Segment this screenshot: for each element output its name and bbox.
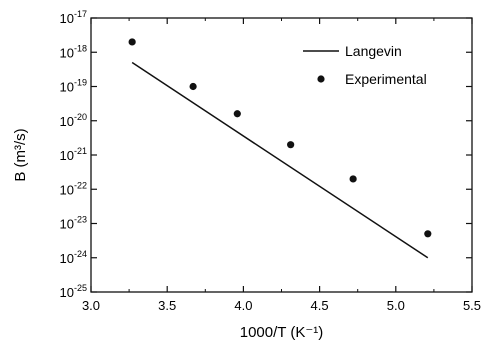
- legend-label: Experimental: [345, 71, 427, 87]
- legend: Langevin Experimental: [303, 43, 427, 87]
- x-tick-label: 5.5: [463, 298, 481, 313]
- y-tick-label: 10-21: [60, 146, 87, 163]
- x-tick-label: 3.0: [82, 298, 100, 313]
- y-tick-label: 10-17: [60, 9, 87, 26]
- langevin-line: [131, 61, 429, 259]
- y-axis-title: B (m³/s): [12, 128, 29, 181]
- experimental-point: [349, 175, 357, 183]
- y-tick-label: 10-19: [60, 78, 87, 95]
- x-tick-label: 4.0: [234, 298, 252, 313]
- y-tick-label: 10-23: [60, 215, 87, 232]
- legend-label: Langevin: [345, 43, 402, 59]
- x-axis-title: 1000/T (K⁻¹): [240, 324, 324, 341]
- y-tick-label: 10-18: [60, 43, 87, 60]
- x-tick-label: 5.0: [387, 298, 405, 313]
- y-tick-label: 10-20: [60, 112, 87, 129]
- ticks: 3.0 3.5 4.0 4.5 5.0 5.5 10-17 10-18 10-19 10-20 10…: [60, 9, 482, 313]
- axes: [90, 17, 473, 293]
- experimental-point: [189, 82, 197, 91]
- axis-titles: 1000/T (K⁻¹) B (m³/s): [12, 128, 323, 341]
- experimental-point: [128, 38, 136, 46]
- legend-marker-swatch: [317, 75, 325, 83]
- x-tick-label: 4.5: [311, 298, 329, 313]
- y-tick-label: 10-22: [60, 180, 87, 197]
- experimental-point: [287, 141, 295, 149]
- experimental-point: [424, 230, 432, 238]
- marks: [128, 38, 432, 259]
- plot-frame: [90, 17, 473, 293]
- experimental-point: [233, 110, 241, 118]
- y-tick-label: 10-24: [60, 249, 87, 266]
- x-tick-label: 3.5: [158, 298, 176, 313]
